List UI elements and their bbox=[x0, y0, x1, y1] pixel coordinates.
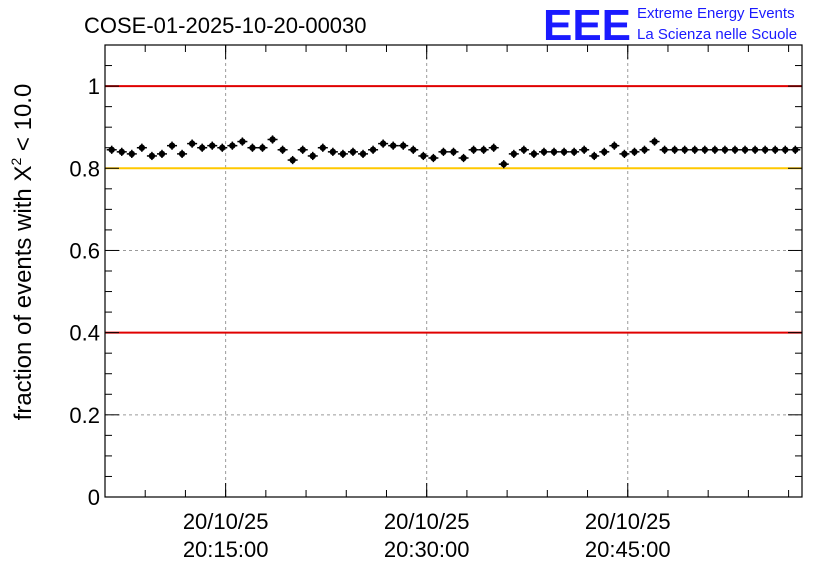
data-point bbox=[621, 150, 628, 158]
data-point bbox=[510, 150, 518, 158]
data-point bbox=[771, 146, 779, 153]
data-point bbox=[721, 146, 729, 153]
data-point bbox=[259, 144, 266, 151]
data-point bbox=[631, 148, 638, 156]
data-point bbox=[198, 144, 206, 151]
data-point bbox=[289, 156, 296, 164]
data-point bbox=[118, 148, 125, 156]
data-point bbox=[108, 146, 115, 153]
plot-area: 0 0.2 0.4 0.6 0.8 1 20/10/25 20:15:00 20/10/25 20… bbox=[69, 44, 803, 562]
x-tick-time-label: 20:15:00 bbox=[183, 537, 269, 562]
data-point bbox=[188, 140, 196, 147]
data-point bbox=[138, 144, 146, 151]
data-point bbox=[148, 152, 156, 160]
data-point bbox=[319, 144, 327, 151]
y-tick-label: 0.8 bbox=[69, 156, 100, 181]
data-point bbox=[389, 142, 397, 149]
data-point bbox=[209, 142, 216, 149]
data-point bbox=[480, 146, 487, 153]
y-axis-label: fraction of events with X2 < 10.0 bbox=[8, 84, 37, 421]
data-point bbox=[651, 138, 658, 145]
y-axis-label-sup: 2 bbox=[8, 158, 24, 166]
data-point bbox=[349, 148, 357, 156]
data-point bbox=[782, 146, 789, 153]
data-point bbox=[731, 146, 739, 153]
eee-logo: EEE Extreme Energy Events La Scienza nel… bbox=[543, 1, 797, 50]
logo-mark: EEE bbox=[543, 1, 631, 50]
data-point bbox=[661, 146, 668, 153]
data-point bbox=[440, 148, 447, 156]
x-tick-date-label: 20/10/25 bbox=[183, 509, 269, 534]
data-point bbox=[279, 146, 286, 153]
data-point bbox=[761, 146, 769, 153]
data-point bbox=[550, 148, 558, 156]
data-point bbox=[168, 142, 176, 149]
plot-frame bbox=[104, 44, 803, 498]
data-point bbox=[681, 146, 688, 153]
data-point bbox=[470, 146, 477, 153]
data-point bbox=[611, 142, 618, 149]
data-point bbox=[219, 144, 226, 151]
x-tick-date-label: 20/10/25 bbox=[384, 509, 470, 534]
data-point bbox=[369, 146, 377, 153]
data-point bbox=[792, 146, 799, 153]
data-point bbox=[329, 148, 337, 156]
data-point bbox=[520, 146, 528, 153]
logo-line-2: La Scienza nelle Scuole bbox=[637, 26, 797, 43]
chart-title: COSE-01-2025-10-20-00030 bbox=[84, 13, 367, 38]
data-point bbox=[400, 142, 407, 149]
data-point bbox=[751, 146, 759, 153]
data-point bbox=[601, 148, 608, 156]
data-point bbox=[309, 152, 316, 160]
data-point bbox=[430, 154, 437, 162]
data-point bbox=[420, 152, 427, 160]
x-tick-date-label: 20/10/25 bbox=[585, 509, 671, 534]
data-point bbox=[339, 150, 347, 158]
data-point bbox=[410, 146, 417, 153]
data-point bbox=[591, 152, 598, 160]
data-point bbox=[691, 146, 698, 153]
data-point bbox=[500, 160, 507, 168]
y-tick-label: 0.4 bbox=[69, 321, 100, 346]
data-point bbox=[450, 148, 457, 156]
data-point bbox=[641, 146, 648, 153]
data-point bbox=[239, 138, 246, 145]
data-point bbox=[570, 148, 578, 156]
data-point bbox=[701, 146, 709, 153]
data-point bbox=[580, 146, 588, 153]
data-point bbox=[178, 150, 186, 158]
data-point bbox=[379, 140, 387, 147]
data-point bbox=[249, 144, 256, 151]
data-point bbox=[540, 148, 548, 156]
data-point bbox=[560, 148, 568, 156]
data-point bbox=[269, 136, 276, 143]
y-tick-label: 0.2 bbox=[69, 403, 100, 428]
x-tick-time-label: 20:45:00 bbox=[585, 537, 671, 562]
y-tick-label: 0.6 bbox=[69, 238, 100, 263]
data-point bbox=[530, 150, 538, 158]
y-axis-label-chi: X bbox=[10, 166, 37, 182]
data-point bbox=[128, 150, 136, 158]
data-point bbox=[741, 146, 749, 153]
data-point bbox=[460, 154, 467, 162]
data-point bbox=[359, 150, 367, 158]
data-point bbox=[711, 146, 719, 153]
y-axis-label-main: fraction of events with bbox=[10, 182, 37, 421]
y-tick-label: 1 bbox=[88, 74, 100, 99]
data-point bbox=[229, 142, 236, 149]
y-axis-label-tail: < 10.0 bbox=[10, 84, 37, 158]
data-point bbox=[490, 144, 497, 151]
y-tick-label: 0 bbox=[88, 485, 100, 510]
logo-line-1: Extreme Energy Events bbox=[637, 5, 795, 22]
data-point bbox=[158, 150, 166, 158]
data-point bbox=[299, 146, 306, 153]
x-tick-time-label: 20:30:00 bbox=[384, 537, 470, 562]
data-point bbox=[671, 146, 678, 153]
